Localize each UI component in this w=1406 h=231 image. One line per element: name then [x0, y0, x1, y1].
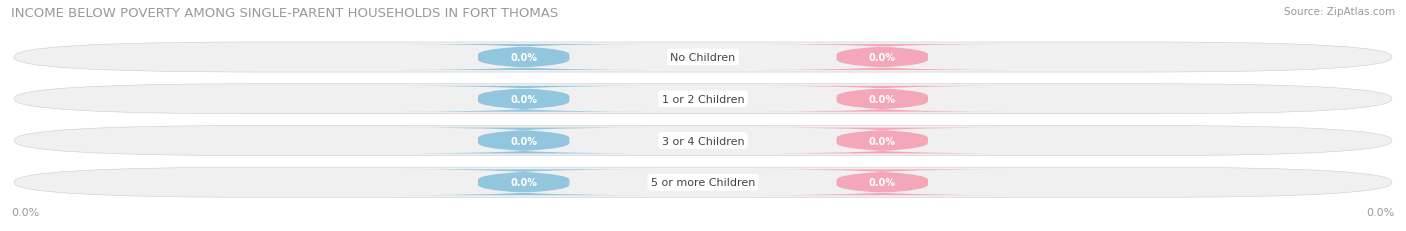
Text: 0.0%: 0.0% [869, 136, 896, 146]
FancyBboxPatch shape [394, 45, 654, 71]
Text: 0.0%: 0.0% [510, 94, 537, 104]
Text: 0.0%: 0.0% [510, 136, 537, 146]
FancyBboxPatch shape [394, 170, 654, 195]
Text: 3 or 4 Children: 3 or 4 Children [662, 136, 744, 146]
Text: 0.0%: 0.0% [510, 53, 537, 63]
Text: Source: ZipAtlas.com: Source: ZipAtlas.com [1284, 7, 1395, 17]
FancyBboxPatch shape [752, 128, 1012, 154]
FancyBboxPatch shape [752, 86, 1012, 112]
Text: 1 or 2 Children: 1 or 2 Children [662, 94, 744, 104]
FancyBboxPatch shape [14, 84, 1392, 114]
FancyBboxPatch shape [394, 128, 654, 154]
FancyBboxPatch shape [394, 86, 654, 112]
Text: 0.0%: 0.0% [869, 94, 896, 104]
Text: 5 or more Children: 5 or more Children [651, 177, 755, 188]
FancyBboxPatch shape [752, 45, 1012, 71]
FancyBboxPatch shape [752, 170, 1012, 195]
Text: 0.0%: 0.0% [510, 177, 537, 188]
FancyBboxPatch shape [14, 43, 1392, 73]
Text: 0.0%: 0.0% [869, 177, 896, 188]
Text: 0.0%: 0.0% [1367, 207, 1395, 218]
Text: 0.0%: 0.0% [869, 53, 896, 63]
Text: INCOME BELOW POVERTY AMONG SINGLE-PARENT HOUSEHOLDS IN FORT THOMAS: INCOME BELOW POVERTY AMONG SINGLE-PARENT… [11, 7, 558, 20]
FancyBboxPatch shape [14, 126, 1392, 156]
Text: 0.0%: 0.0% [11, 207, 39, 218]
Text: No Children: No Children [671, 53, 735, 63]
FancyBboxPatch shape [14, 167, 1392, 198]
